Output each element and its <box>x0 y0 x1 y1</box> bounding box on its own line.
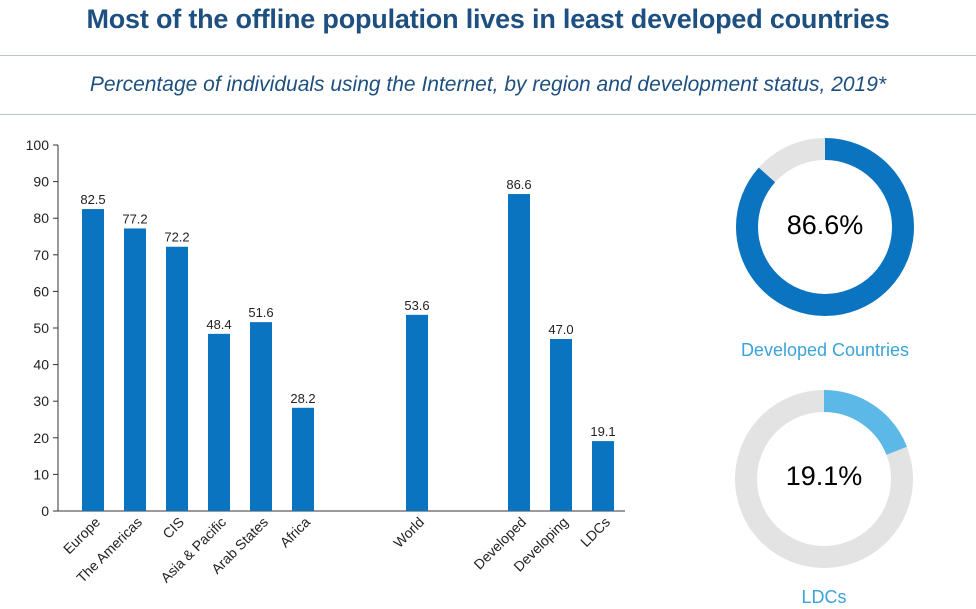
developed-ring-value-arc <box>736 138 914 316</box>
bar <box>166 246 188 512</box>
bar-value-label: 53.6 <box>404 298 429 313</box>
category-label: CIS <box>159 514 187 542</box>
y-tick-label: 60 <box>33 283 49 299</box>
donut-developed-countries <box>736 138 914 316</box>
bar-value-label: 48.4 <box>206 317 231 332</box>
bar-value-label: 47.0 <box>548 322 573 337</box>
bar <box>124 228 146 511</box>
bar <box>208 333 230 511</box>
donut-developed-value: 86.6% <box>786 210 864 240</box>
title-divider <box>0 55 976 56</box>
category-label: World <box>390 514 427 551</box>
y-tick-label: 10 <box>33 466 49 482</box>
bar-value-label: 77.2 <box>122 211 147 226</box>
bar <box>82 209 104 512</box>
chart-subtitle: Percentage of individuals using the Inte… <box>89 73 887 96</box>
bar-value-label: 72.2 <box>164 230 189 245</box>
bar-value-label: 28.2 <box>290 391 315 406</box>
bar-value-label: 86.6 <box>506 177 531 192</box>
chart-title: Most of the offline population lives in … <box>86 4 890 34</box>
y-tick-label: 100 <box>26 137 50 153</box>
ldc-ring-value-arc <box>735 390 913 568</box>
bar <box>550 338 572 511</box>
y-tick-label: 70 <box>33 247 49 263</box>
bar-value-label: 51.6 <box>248 305 273 320</box>
bar <box>592 441 614 511</box>
donut-developed-label: Developed Countries <box>740 340 910 360</box>
y-tick-label: 30 <box>33 393 49 409</box>
category-label: Africa <box>276 514 313 551</box>
subtitle-divider <box>0 114 976 115</box>
bar <box>250 322 272 511</box>
y-tick-label: 20 <box>33 430 49 446</box>
bar-value-label: 82.5 <box>80 192 105 207</box>
bar <box>406 314 428 511</box>
bar-value-label: 19.1 <box>590 424 615 439</box>
bar-chart: 010203040506070809010082.5Europe77.2The … <box>26 137 625 586</box>
bar <box>508 194 530 511</box>
donut-ldcs-value: 19.1% <box>785 461 863 491</box>
y-tick-label: 50 <box>33 320 49 336</box>
y-tick-label: 40 <box>33 357 49 373</box>
donut-ldcs <box>735 390 913 568</box>
category-label: LDCs <box>577 514 613 550</box>
y-tick-label: 0 <box>41 503 49 519</box>
y-tick-label: 80 <box>33 210 49 226</box>
y-tick-label: 90 <box>33 174 49 190</box>
donut-ldcs-label: LDCs <box>801 587 847 607</box>
bar <box>292 407 314 511</box>
